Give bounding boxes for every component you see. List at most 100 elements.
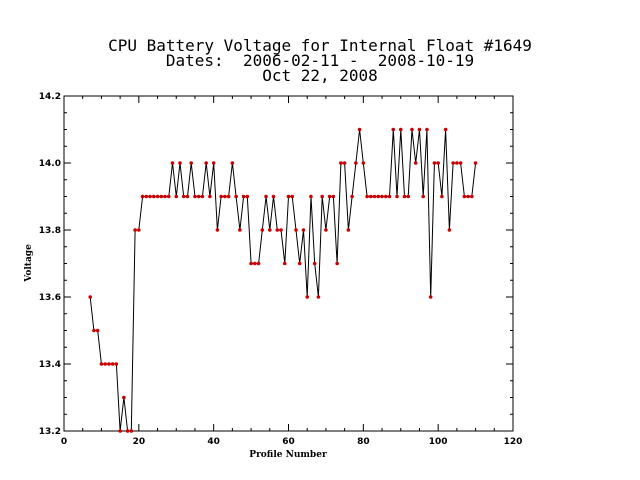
data-point: [324, 228, 328, 232]
data-point: [305, 295, 310, 299]
data-point: [443, 127, 448, 132]
data-point: [436, 161, 440, 165]
data-point: [301, 228, 306, 232]
x-tick-label: 80: [357, 437, 370, 447]
data-point: [282, 261, 287, 266]
data-point: [148, 194, 152, 199]
data-point: [428, 295, 433, 299]
data-point: [200, 194, 205, 199]
data-point: [369, 194, 373, 199]
x-axis-label: Profile Number: [249, 450, 327, 460]
data-point: [185, 194, 190, 199]
data-point: [174, 194, 179, 199]
data-point: [107, 362, 111, 366]
data-point: [211, 161, 216, 165]
data-point: [95, 328, 100, 333]
data-point: [133, 228, 137, 232]
data-point: [238, 228, 242, 232]
data-point: [181, 194, 186, 199]
data-point: [140, 194, 145, 199]
data-point: [208, 194, 212, 199]
data-point: [383, 194, 388, 199]
data-point: [331, 194, 336, 199]
data-point: [462, 194, 467, 199]
x-tick-label: 20: [133, 437, 146, 447]
y-tick-label: 13.2: [39, 427, 61, 437]
x-tick-label: 60: [282, 437, 295, 447]
data-point: [406, 194, 411, 199]
data-point: [354, 161, 358, 165]
data-point: [387, 194, 392, 199]
data-point: [339, 161, 343, 165]
data-point: [470, 194, 474, 199]
data-point: [346, 228, 351, 232]
data-point: [297, 261, 302, 266]
y-tick-label: 14.2: [39, 92, 61, 102]
x-tick-label: 100: [429, 437, 448, 447]
data-point: [440, 194, 444, 199]
data-point: [249, 261, 253, 266]
data-point: [380, 194, 384, 199]
data-point: [122, 395, 126, 400]
axis-ticks: [63, 95, 514, 432]
data-point: [92, 328, 96, 333]
y-tick-label: 13.4: [39, 360, 61, 370]
data-point: [155, 194, 160, 199]
data-point: [215, 228, 220, 232]
data-point: [413, 161, 418, 165]
data-point: [372, 194, 377, 199]
data-point: [294, 228, 298, 232]
data-point: [241, 194, 246, 199]
data-point: [391, 127, 396, 132]
x-tick-label: 40: [207, 437, 220, 447]
y-tick-label: 13.8: [39, 226, 61, 236]
data-point: [309, 194, 313, 199]
data-point: [447, 228, 452, 232]
data-point: [376, 194, 381, 199]
data-point: [290, 194, 295, 199]
data-point: [110, 362, 115, 366]
data-point: [137, 228, 141, 232]
data-point: [271, 194, 276, 199]
data-point: [193, 194, 197, 199]
data-point: [398, 127, 403, 132]
data-point: [230, 161, 235, 165]
data-point: [234, 194, 238, 199]
data-point: [159, 194, 164, 199]
data-point: [256, 261, 261, 266]
plot-frame: [63, 95, 514, 432]
data-point: [204, 161, 208, 165]
data-point: [196, 194, 201, 199]
x-tick-label: 120: [504, 437, 523, 447]
data-point: [118, 429, 122, 433]
data-point: [144, 194, 149, 199]
data-point: [402, 194, 407, 199]
data-point: [365, 194, 369, 199]
data-point: [260, 228, 265, 232]
data-point: [342, 161, 347, 165]
data-point: [432, 161, 437, 165]
data-point: [223, 194, 227, 199]
data-point: [114, 362, 119, 366]
y-tick-label: 13.6: [39, 293, 61, 303]
data-point: [125, 429, 130, 433]
voltage-series-markers: [88, 127, 478, 433]
data-point: [279, 228, 283, 232]
data-point: [99, 362, 104, 366]
data-point: [361, 161, 366, 165]
data-point: [170, 161, 175, 165]
data-point: [335, 261, 339, 266]
chart-title-block: CPU Battery Voltage for Internal Float #…: [0, 38, 640, 85]
chart-generation-date: Oct 22, 2008: [262, 66, 378, 85]
x-tick-label: 0: [61, 437, 67, 447]
data-point: [163, 194, 167, 199]
data-point: [129, 429, 134, 433]
data-point: [466, 194, 470, 199]
data-point: [350, 194, 354, 199]
y-tick-label: 14.0: [39, 159, 61, 169]
voltage-series-line: [89, 129, 477, 432]
data-point: [245, 194, 250, 199]
data-point: [395, 194, 399, 199]
data-point: [286, 194, 291, 199]
data-point: [357, 127, 362, 132]
